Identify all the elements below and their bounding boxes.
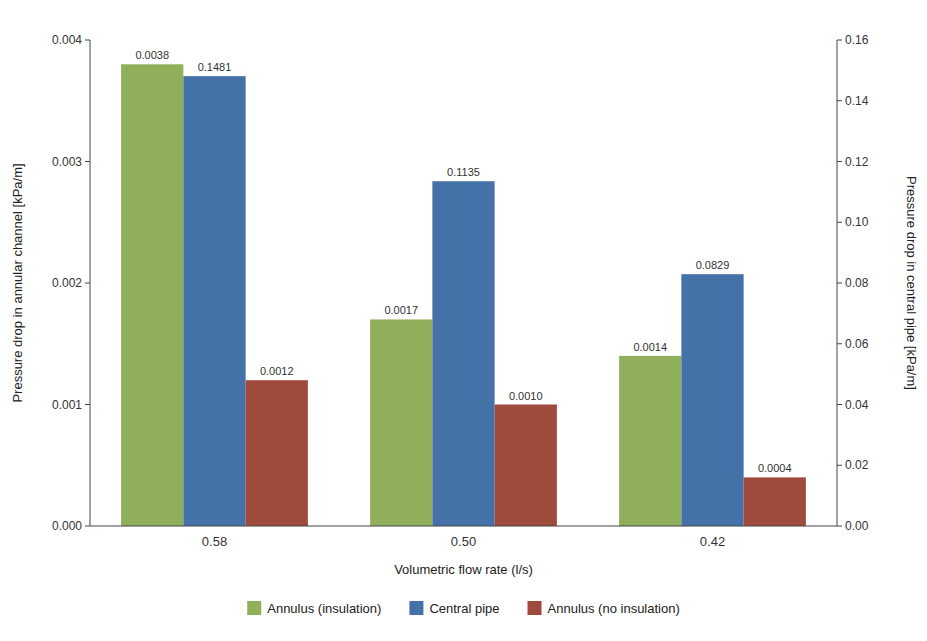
tick (85, 283, 90, 284)
data-label: 0.1135 (447, 166, 480, 178)
x-axis-line (90, 526, 837, 527)
tick (85, 526, 90, 527)
tick (837, 465, 842, 466)
axes: 0.000 0.001 0.002 0.003 0.004 0.00 0.02 0.04 0.0… (52, 33, 869, 549)
tick-label: 0.001 (52, 398, 82, 412)
tick (837, 222, 842, 223)
legend-item: Annulus (no insulation) (528, 601, 680, 616)
bars (121, 64, 806, 526)
tick-label: 0.002 (52, 276, 82, 290)
tick (837, 526, 842, 527)
tick-label: 0.004 (52, 33, 82, 47)
bar (619, 356, 681, 526)
tick (837, 100, 842, 101)
bar (495, 405, 557, 527)
legend-swatch (247, 601, 261, 615)
bar (744, 477, 806, 526)
bar (121, 64, 183, 526)
tick (85, 40, 90, 41)
data-label: 0.0010 (509, 390, 543, 402)
data-label: 0.1481 (198, 61, 232, 73)
bar (432, 181, 494, 526)
legend-swatch (409, 601, 423, 615)
data-label: 0.0014 (633, 341, 667, 353)
tick-label: 0.003 (52, 155, 82, 169)
data-label: 0.0012 (260, 365, 294, 377)
tick-label: 0.04 (845, 398, 869, 412)
tick-label: 0.08 (845, 276, 869, 290)
bar (370, 319, 432, 526)
category-label: 0.50 (451, 534, 476, 549)
tick-label: 0.10 (845, 215, 869, 229)
tick-label: 0.06 (845, 337, 869, 351)
tick (837, 283, 842, 284)
category-label: 0.42 (700, 534, 725, 549)
tick (837, 343, 842, 344)
tick (837, 40, 842, 41)
tick (837, 161, 842, 162)
y2-axis-title: Pressure drop in central pipe [kPa/m] (904, 176, 919, 390)
bar (681, 274, 743, 526)
legend-label: Annulus (insulation) (267, 601, 381, 616)
data-labels: 0.0038 0.0017 0.0014 0.1481 0.1135 0.0829 0.00… (135, 49, 791, 474)
data-label: 0.0017 (384, 304, 418, 316)
legend-item: Central pipe (409, 601, 499, 616)
data-label: 0.0038 (135, 49, 169, 61)
legend-item: Annulus (insulation) (247, 601, 381, 616)
bar (183, 76, 245, 526)
y-axis-title: Pressure drop in annular channel [kPa/m] (10, 163, 25, 402)
bar (246, 380, 308, 526)
x-axis-title: Volumetric flow rate (l/s) (394, 562, 533, 577)
legend-label: Annulus (no insulation) (548, 601, 680, 616)
legend-swatch (528, 601, 542, 615)
category-label: 0.58 (202, 534, 227, 549)
data-label: 0.0004 (758, 462, 792, 474)
tick (85, 161, 90, 162)
tick-label: 0.02 (845, 458, 869, 472)
data-label: 0.0829 (696, 259, 730, 271)
tick (85, 404, 90, 405)
tick-label: 0.16 (845, 33, 869, 47)
tick (837, 404, 842, 405)
tick-label: 0.14 (845, 94, 869, 108)
legend: Annulus (insulation) Central pipe Annulus … (247, 601, 680, 616)
tick-label: 0.12 (845, 155, 869, 169)
tick-label: 0.000 (52, 519, 82, 533)
legend-label: Central pipe (429, 601, 499, 616)
chart: 0.00380.00170.00140.14810.11350.08290.00… (0, 0, 927, 641)
tick-label: 0.00 (845, 519, 869, 533)
